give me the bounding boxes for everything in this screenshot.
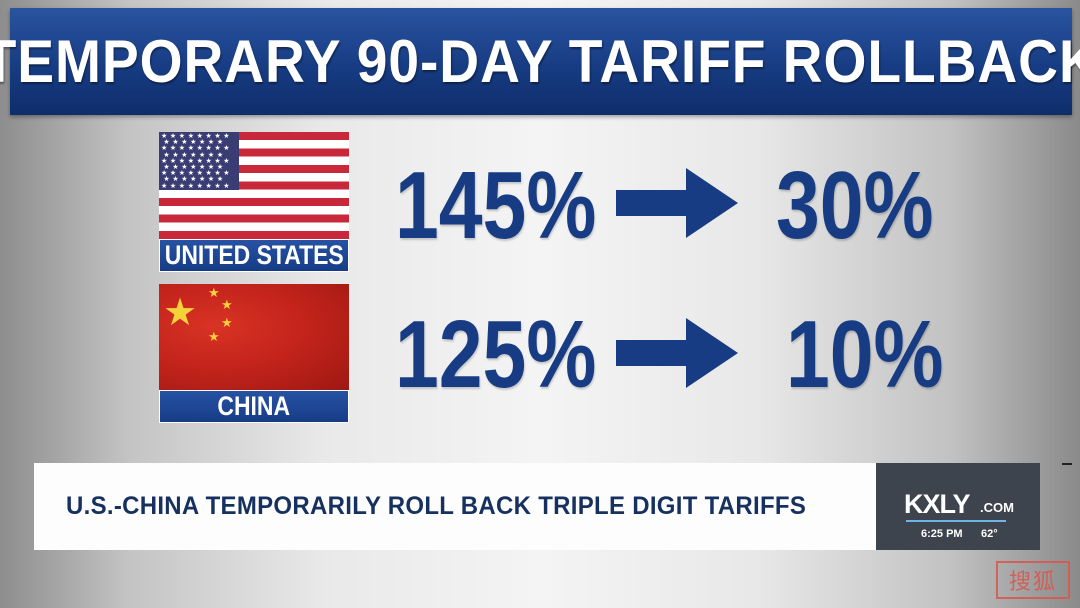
station-logo-box: KXLY .COM 6:25 PM 62° xyxy=(876,463,1040,550)
lower-third-headline-bar: U.S.-CHINA TEMPORARILY ROLL BACK TRIPLE … xyxy=(34,463,876,550)
country-label-china: CHINA xyxy=(217,391,291,421)
logo-underline xyxy=(906,520,1006,522)
watermark-stamp: 搜狐 xyxy=(996,561,1070,599)
arrow-right-icon xyxy=(616,168,738,238)
country-label-us: UNITED STATES xyxy=(164,240,344,270)
title-banner: TEMPORARY 90-DAY TARIFF ROLLBACK xyxy=(0,8,1080,115)
station-logo-suffix: .COM xyxy=(980,500,1014,515)
us-tariff-after: 30% xyxy=(776,152,934,259)
station-logo: KXLY xyxy=(904,489,971,519)
us-flag-icon: ★ ★ ★ ★ ★ ★ ★ ★ ★ ★ ★ ★ ★ ★ ★ ★ ★ ★ ★ ★ … xyxy=(159,132,349,239)
headline-text: U.S.-CHINA TEMPORARILY ROLL BACK TRIPLE … xyxy=(66,492,807,520)
country-label-bar-us: UNITED STATES xyxy=(159,239,349,272)
big-star-icon: ★ xyxy=(163,290,198,334)
china-tariff-after: 10% xyxy=(786,301,944,408)
china-tariff-before: 125% xyxy=(395,301,597,408)
country-label-bar-china: CHINA xyxy=(159,390,349,423)
us-flag-canton: ★ ★ ★ ★ ★ ★ ★ ★ ★ ★ ★ ★ ★ ★ ★ ★ ★ ★ ★ ★ … xyxy=(159,132,239,190)
divider xyxy=(1062,463,1072,465)
us-flag-stars: ★ ★ ★ ★ ★ ★ ★ ★ ★ ★ ★ ★ ★ ★ ★ ★ ★ ★ ★ ★ … xyxy=(161,132,230,190)
small-star-icon: ★ xyxy=(208,330,220,345)
page-title: TEMPORARY 90-DAY TARIFF ROLLBACK xyxy=(0,28,1080,95)
small-star-icon: ★ xyxy=(221,316,233,331)
china-flag-icon: ★ ★ ★ ★ ★ xyxy=(159,284,349,390)
arrow-right-icon xyxy=(616,318,738,388)
us-tariff-before: 145% xyxy=(395,152,597,259)
small-star-icon: ★ xyxy=(208,286,220,301)
temperature: 62° xyxy=(981,528,998,540)
clock-time: 6:25 PM xyxy=(921,528,963,540)
small-star-icon: ★ xyxy=(221,298,233,313)
